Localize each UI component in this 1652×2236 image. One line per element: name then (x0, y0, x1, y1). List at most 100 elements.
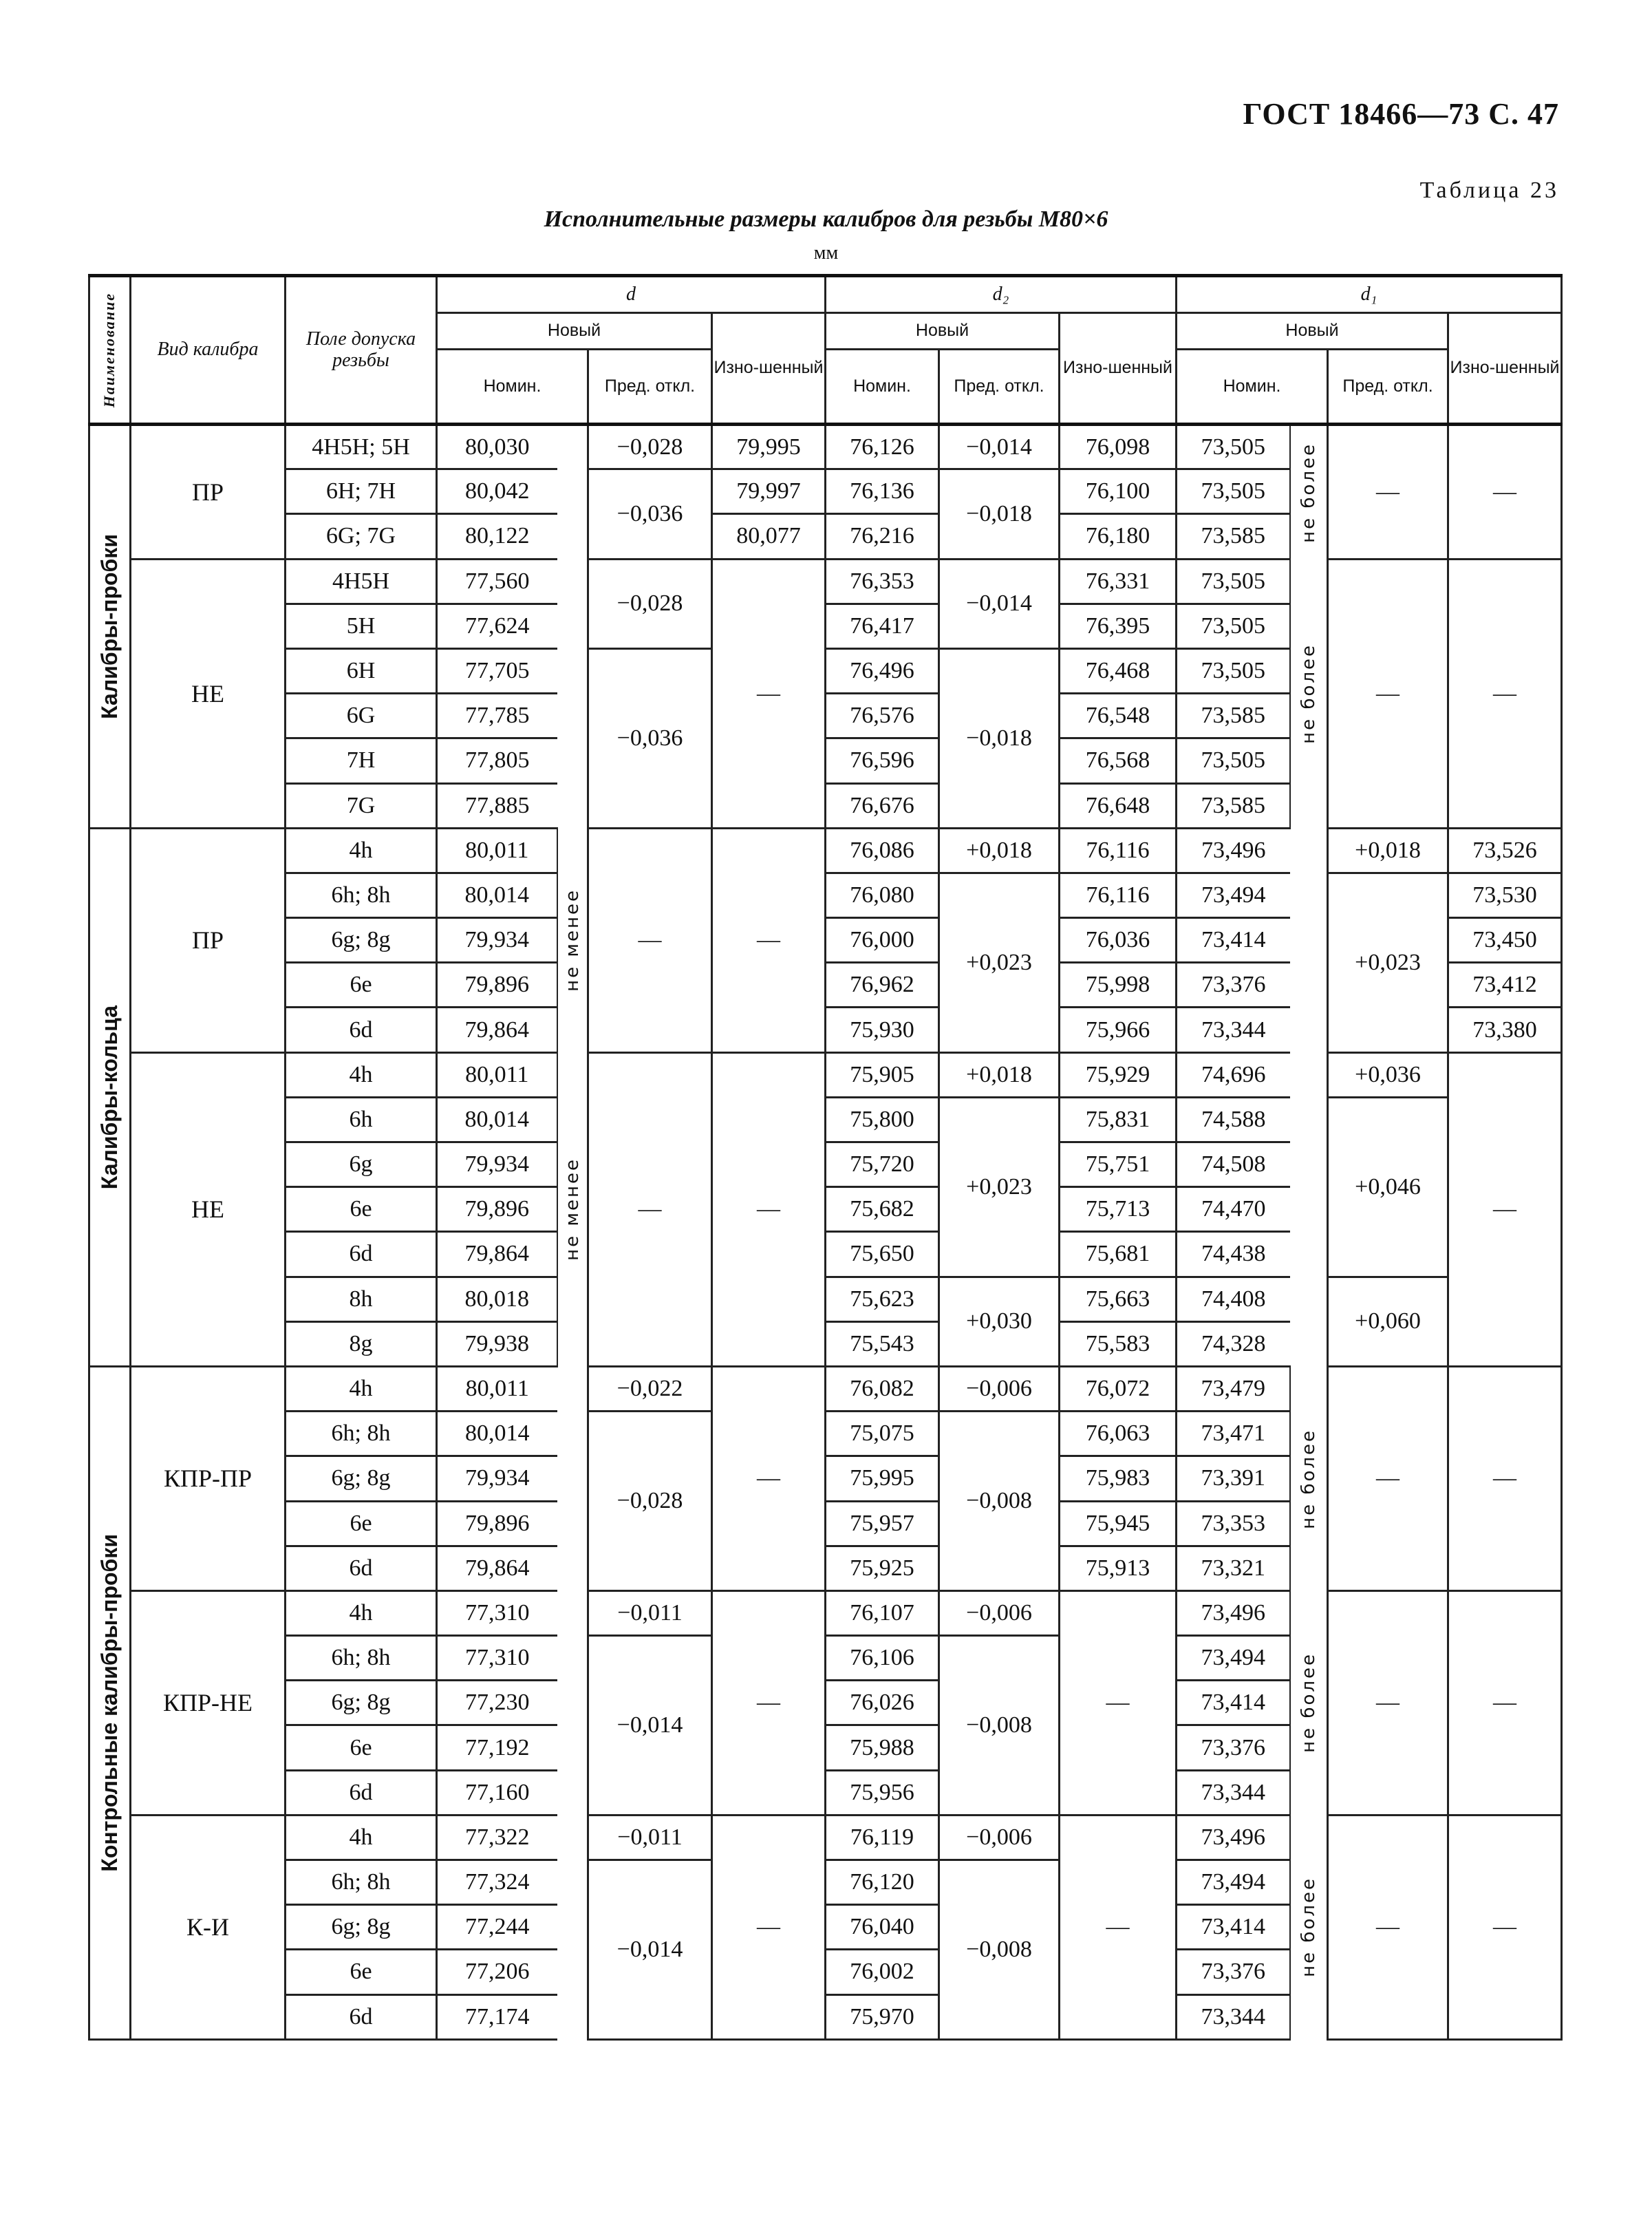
table-row: 6H; 7H 80,042 −0,036 79,997 76,136 −0,018 76,1… (89, 469, 1562, 560)
d2-worn-cell: 76,568 (1058, 738, 1178, 785)
d1-nom-cell: 74,696 (1175, 1052, 1290, 1098)
d-worn-cell: — (711, 1366, 826, 1592)
table-row: Контрольные калибры-пробки КПР-ПР 4h 80,011… (88, 1366, 1563, 2041)
d1-note-cell (1289, 828, 1329, 1053)
d-nom-cell: 77,805 (436, 738, 557, 785)
field-cell: 6h; 8h (284, 873, 438, 919)
d2-nom-cell: 75,650 (824, 1231, 940, 1278)
table-row: 6g; 8g 77,244 76,040 73,414 (89, 1904, 1562, 1951)
d-dev-cell: — (587, 828, 713, 1054)
d1-note-cell: не более (1289, 1815, 1329, 2040)
d1-nom-cell: 73,505 (1175, 559, 1290, 605)
field-cell: 8h (284, 1277, 438, 1323)
field-cell: 4h (284, 828, 438, 874)
table-row: 6G 77,785 76,576 76,548 73,585 (89, 693, 1562, 740)
header-d2-worn: Изно-шенный (1058, 312, 1178, 425)
table-row: 6g 79,934 75,720 75,751 74,508 (89, 1142, 1562, 1189)
field-cell: 6h; 8h (284, 1860, 438, 1906)
d-note-cell: не менее (556, 828, 589, 1053)
d2-nom-cell: 75,957 (824, 1501, 940, 1547)
d1-nom-cell: 73,494 (1175, 873, 1290, 919)
d-dev-cell: −0,028 (587, 1411, 713, 1592)
d-dev-cell: −0,036 (587, 469, 713, 560)
header-d1-worn: Изно-шенный (1447, 312, 1563, 425)
d1-nom-cell: 73,414 (1175, 1904, 1290, 1951)
d2-nom-cell: 76,119 (824, 1815, 940, 1862)
d-nom-cell: 79,864 (436, 1546, 557, 1592)
gauge-kind: ПР (129, 424, 286, 560)
gauge-kind: НЕ (129, 559, 286, 829)
d-nom-cell: 79,938 (436, 1321, 557, 1367)
d-nom-cell: 77,322 (436, 1815, 557, 1862)
header-d1-nom: Номин. (1175, 349, 1329, 425)
d2-nom-cell: 75,956 (824, 1770, 940, 1816)
d-dev-cell: −0,014 (587, 1635, 713, 1816)
d-worn-cell: 79,995 (711, 424, 826, 471)
d-nom-cell: 77,244 (436, 1904, 557, 1951)
d2-nom-cell: 76,596 (824, 738, 940, 785)
table-row: К-И 4h 77,322 −0,011—76,119 −0,006—73,496 не … (89, 1815, 1563, 2041)
d-nom-cell: 79,896 (436, 962, 557, 1009)
d-nom-cell: 77,230 (436, 1680, 557, 1727)
d2-nom-cell: 75,988 (824, 1725, 940, 1771)
d1-dev-cell: — (1327, 559, 1450, 829)
d1-nom-cell: 74,408 (1175, 1277, 1290, 1323)
d1-nom-cell: 73,585 (1175, 693, 1290, 740)
d2-nom-cell: 76,106 (824, 1635, 940, 1682)
field-cell: 6e (284, 1725, 438, 1771)
field-cell: 8g (284, 1321, 438, 1367)
d2-dev-cell: −0,006 (938, 1366, 1060, 1413)
d1-nom-cell: 73,471 (1175, 1411, 1290, 1458)
d2-nom-cell: 75,995 (824, 1456, 940, 1502)
table-row: 6e 79,896 76,962 75,998 73,376 73,412 (89, 962, 1563, 1009)
d-note-cell (557, 1366, 589, 1591)
d1-nom-cell: 73,344 (1175, 1007, 1290, 1054)
d2-nom-cell: 75,075 (824, 1411, 940, 1458)
d-nom-cell: 77,705 (436, 648, 557, 695)
d1-note-cell: не более (1289, 1590, 1329, 1816)
d-nom-cell: 79,934 (436, 1142, 557, 1189)
d2-dev-cell: −0,008 (938, 1860, 1060, 2041)
d2-nom-cell: 76,040 (824, 1904, 940, 1951)
d1-note-cell-text: не более (1298, 1428, 1319, 1529)
field-cell: 7H (284, 738, 438, 785)
field-cell: 6H; 7H (284, 469, 438, 515)
d1-nom-cell: 73,376 (1175, 1949, 1290, 1996)
field-cell: 4h (284, 1366, 438, 1413)
table-header: Наименование Вид калибра Поле допуска ре… (88, 275, 1563, 425)
d-nom-cell: 80,018 (436, 1277, 557, 1323)
d2-worn-cell: 76,548 (1058, 693, 1178, 740)
d1-nom-cell: 73,585 (1175, 513, 1290, 560)
header-field: Поле допуска резьбы (284, 275, 438, 425)
d2-worn-cell: 75,751 (1058, 1142, 1178, 1189)
header-d2-new: Новый (824, 312, 1060, 350)
d-nom-cell: 77,560 (436, 559, 557, 605)
table-row: 6h; 8h 77,310 −0,014 76,106 −0,008 73,494 (89, 1635, 1562, 1816)
d-note-cell (557, 424, 589, 560)
d2-nom-cell: 76,002 (824, 1949, 940, 1996)
table-row: 6e 79,896 75,957 75,945 73,353 (89, 1501, 1562, 1547)
d1-worn-cell: — (1447, 1590, 1563, 1816)
table-row: КПР-НЕ 4h 77,310 −0,011—76,107 −0,006—73,496… (89, 1590, 1563, 1816)
header-d-nom: Номин. (436, 349, 589, 425)
d-nom-cell: 77,206 (436, 1949, 557, 1996)
field-cell: 6g; 8g (284, 1456, 438, 1502)
d2-worn-cell: 76,180 (1058, 513, 1178, 560)
table-row: НЕ 4h 80,011 не менее — —75,905 +0,018 75,929 74… (89, 1052, 1563, 1367)
d2-worn-cell: 76,331 (1058, 559, 1178, 605)
d-nom-cell: 80,014 (436, 1411, 557, 1458)
d1-nom-cell: 73,496 (1175, 828, 1290, 874)
d2-worn-cell: 75,663 (1058, 1277, 1178, 1323)
d2-worn-cell: 76,098 (1058, 424, 1178, 471)
d1-nom-cell: 74,588 (1175, 1097, 1290, 1144)
d-nom-cell: 77,324 (436, 1860, 557, 1906)
d1-nom-cell: 73,496 (1175, 1590, 1290, 1637)
d1-dev-cell: +0,036 (1327, 1052, 1450, 1098)
field-cell: 5H (284, 604, 438, 650)
gauge-kind: ПР (129, 828, 286, 1054)
d-dev-cell: −0,022 (587, 1366, 713, 1413)
d2-nom-cell: 76,216 (824, 513, 940, 560)
d1-nom-cell: 73,505 (1175, 648, 1290, 695)
d-nom-cell: 79,896 (436, 1186, 557, 1233)
d-nom-cell: 79,864 (436, 1007, 557, 1054)
